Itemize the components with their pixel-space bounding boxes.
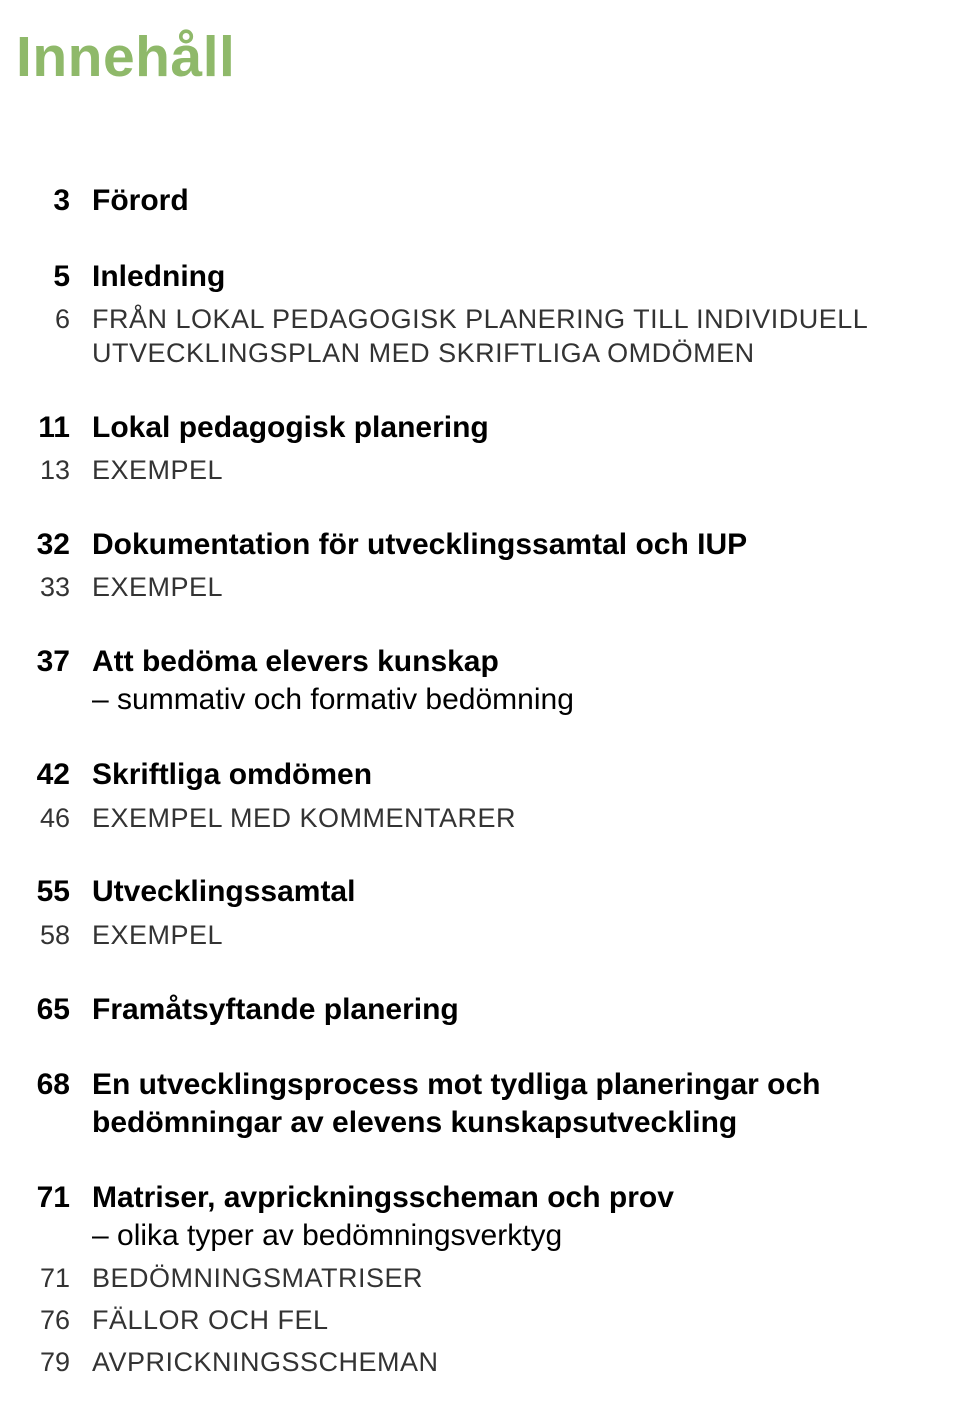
toc-label: Att bedöma elevers kunskap– summativ och…	[92, 643, 952, 718]
toc-gap	[16, 726, 952, 756]
page-title: Innehåll	[16, 24, 952, 90]
toc-page-number: 11	[16, 411, 70, 445]
toc-label: BEDÖMNINGSMATRISER	[92, 1262, 952, 1296]
toc-label: En utvecklingsprocess mot tydliga planer…	[92, 1066, 952, 1141]
toc-page-number: 79	[16, 1347, 70, 1378]
toc-label-subline: – summativ och formativ bedömning	[92, 681, 952, 719]
toc-label-text: Utvecklingssamtal	[92, 875, 355, 908]
toc-label-text: Inledning	[92, 260, 225, 293]
toc-sub-row: 6 FRÅN LOKAL PEDAGOGISK PLANERING TILL IN…	[16, 303, 952, 371]
toc-label: AVPRICKNINGSSCHEMAN	[92, 1346, 952, 1380]
toc-page-number: 65	[16, 993, 70, 1027]
toc-label-text: FÄLLOR OCH FEL	[92, 1305, 329, 1335]
toc-label: Lokal pedagogisk planering	[92, 409, 952, 447]
toc-main-row: 55 Utvecklingssamtal	[16, 873, 952, 911]
toc-sub-row: 71 BEDÖMNINGSMATRISER	[16, 1262, 952, 1296]
toc-label: EXEMPEL	[92, 571, 952, 605]
toc-sub-row: 79 AVPRICKNINGSSCHEMAN	[16, 1346, 952, 1380]
toc-label: Skriftliga omdömen	[92, 756, 952, 794]
toc-label: Förord	[92, 182, 952, 220]
toc-label: EXEMPEL MED KOMMENTARER	[92, 802, 952, 836]
toc-page-number: 76	[16, 1305, 70, 1336]
toc-page-number: 13	[16, 455, 70, 486]
toc-gap	[16, 379, 952, 409]
table-of-contents: 3 Förord 5 Inledning 6 FRÅN LOKAL PEDAGOGISK …	[16, 182, 952, 1379]
toc-label-text: Dokumentation för utvecklingssamtal och …	[92, 528, 747, 561]
toc-label: Framåtsyftande planering	[92, 991, 952, 1029]
toc-main-row: 42 Skriftliga omdömen	[16, 756, 952, 794]
toc-page-number: 58	[16, 920, 70, 951]
toc-label-text: EXEMPEL MED KOMMENTARER	[92, 803, 516, 833]
toc-label-text: BEDÖMNINGSMATRISER	[92, 1263, 423, 1293]
toc-page-number: 71	[16, 1263, 70, 1294]
toc-page-number: 46	[16, 803, 70, 834]
toc-gap	[16, 496, 952, 526]
toc-label-text: Förord	[92, 184, 189, 217]
toc-page-number: 37	[16, 645, 70, 679]
toc-gap	[16, 1149, 952, 1179]
toc-page-number: 68	[16, 1068, 70, 1102]
toc-sub-row: 76 FÄLLOR OCH FEL	[16, 1304, 952, 1338]
toc-label-text: AVPRICKNINGSSCHEMAN	[92, 1347, 439, 1377]
toc-label: EXEMPEL	[92, 454, 952, 488]
toc-page-number: 6	[16, 304, 70, 335]
toc-label: FÄLLOR OCH FEL	[92, 1304, 952, 1338]
toc-label-text: EXEMPEL	[92, 572, 223, 602]
toc-main-row: 65 Framåtsyftande planering	[16, 991, 952, 1029]
toc-main-row: 32 Dokumentation för utvecklingssamtal oc…	[16, 526, 952, 564]
toc-page-number: 3	[16, 184, 70, 218]
toc-label: Matriser, avprickningsscheman och prov– …	[92, 1179, 952, 1254]
toc-label-text: EXEMPEL	[92, 455, 223, 485]
toc-label: Dokumentation för utvecklingssamtal och …	[92, 526, 952, 564]
toc-main-row: 11 Lokal pedagogisk planering	[16, 409, 952, 447]
toc-label-text: En utvecklingsprocess mot tydliga planer…	[92, 1068, 821, 1139]
toc-gap	[16, 228, 952, 258]
toc-label: EXEMPEL	[92, 919, 952, 953]
toc-gap	[16, 1036, 952, 1066]
toc-page-number: 5	[16, 260, 70, 294]
toc-label-text: EXEMPEL	[92, 920, 223, 950]
toc-main-row: 71 Matriser, avprickningsscheman och prov…	[16, 1179, 952, 1254]
toc-main-row: 3 Förord	[16, 182, 952, 220]
toc-sub-row: 58 EXEMPEL	[16, 919, 952, 953]
toc-main-row: 5 Inledning	[16, 258, 952, 296]
toc-label: Inledning	[92, 258, 952, 296]
toc-page-number: 55	[16, 875, 70, 909]
toc-page-number: 33	[16, 572, 70, 603]
toc-label-text: Att bedöma elevers kunskap	[92, 645, 499, 678]
toc-label: Utvecklingssamtal	[92, 873, 952, 911]
toc-label-text: Skriftliga omdömen	[92, 758, 372, 791]
toc-label: FRÅN LOKAL PEDAGOGISK PLANERING TILL IND…	[92, 303, 952, 371]
toc-sub-row: 46 EXEMPEL MED KOMMENTARER	[16, 802, 952, 836]
toc-sub-row: 33 EXEMPEL	[16, 571, 952, 605]
toc-gap	[16, 613, 952, 643]
toc-page-number: 71	[16, 1181, 70, 1215]
toc-label-subline: – olika typer av bedömningsverktyg	[92, 1217, 952, 1255]
toc-page-number: 32	[16, 528, 70, 562]
toc-label-text: Matriser, avprickningsscheman och prov	[92, 1181, 674, 1214]
toc-label-text: FRÅN LOKAL PEDAGOGISK PLANERING TILL IND…	[92, 304, 867, 368]
toc-main-row: 68 En utvecklingsprocess mot tydliga plan…	[16, 1066, 952, 1141]
toc-main-row: 37 Att bedöma elevers kunskap– summativ o…	[16, 643, 952, 718]
toc-gap	[16, 961, 952, 991]
toc-label-text: Lokal pedagogisk planering	[92, 411, 489, 444]
toc-sub-row: 13 EXEMPEL	[16, 454, 952, 488]
toc-page-number: 42	[16, 758, 70, 792]
toc-gap	[16, 843, 952, 873]
toc-label-text: Framåtsyftande planering	[92, 993, 459, 1026]
